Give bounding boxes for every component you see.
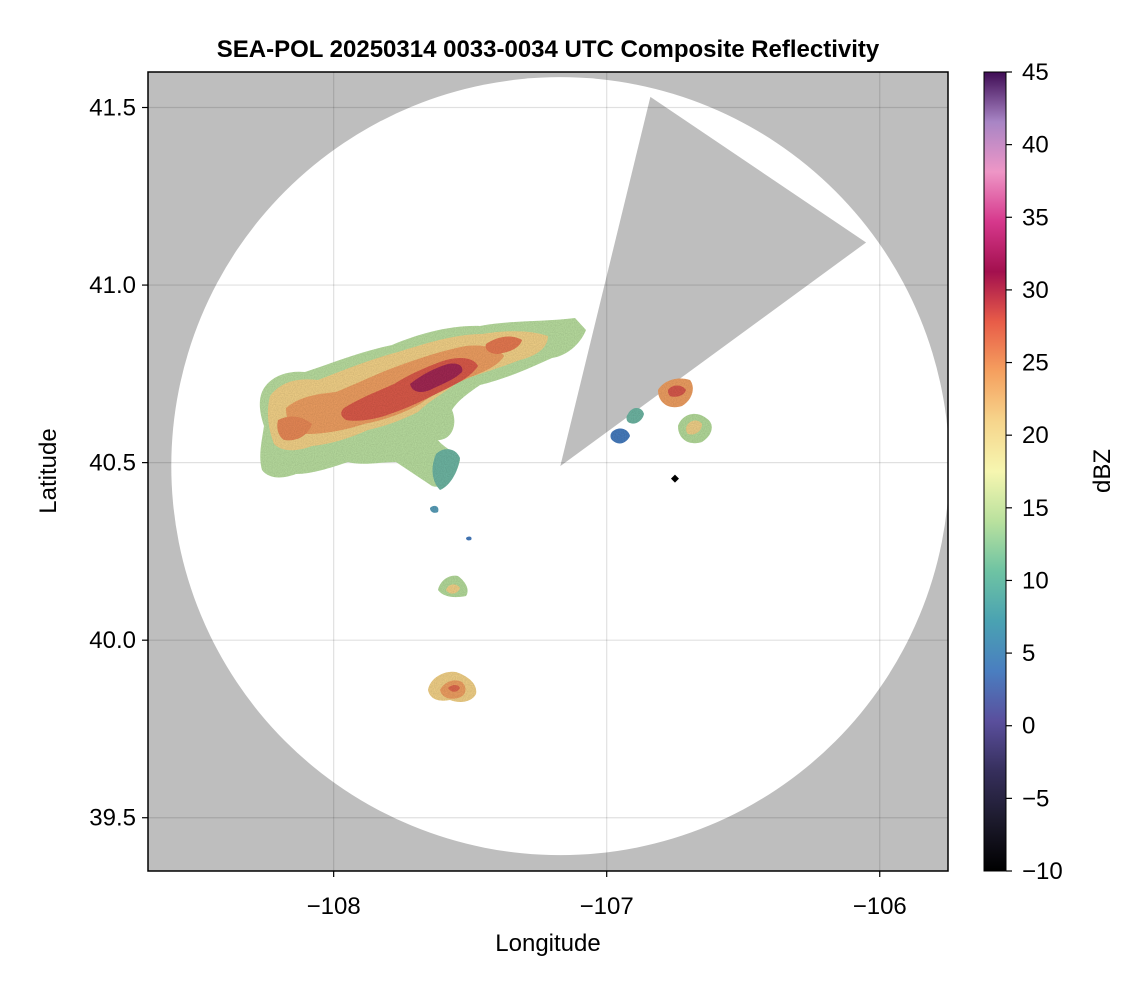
colorbar-tick-label: 0 — [1022, 713, 1035, 740]
y-axis: 39.5 40.0 40.5 41.0 41.5 — [89, 95, 148, 832]
y-axis-label: Latitude — [35, 428, 62, 513]
y-tick-label: 40.5 — [89, 450, 136, 477]
echo-main-band-tail — [432, 449, 460, 490]
x-tick-label: −106 — [853, 893, 907, 920]
echo-speck-a — [430, 505, 439, 513]
echo-northeast-cell-core — [668, 385, 686, 397]
y-tick-label: 41.0 — [89, 272, 136, 299]
blocked-sector — [560, 96, 867, 467]
colorbar-tick-label: 20 — [1022, 422, 1049, 449]
colorbar-tick-label: 25 — [1022, 350, 1049, 377]
x-tick-label: −107 — [580, 893, 634, 920]
colorbar-tick-label: 5 — [1022, 640, 1035, 667]
colorbar-frame — [983, 71, 1007, 872]
grid — [148, 72, 948, 871]
echo-southern-cell-red — [448, 685, 460, 692]
plot-frame — [147, 71, 949, 872]
echo-main-band-peak — [410, 363, 463, 392]
colorbar-gradient — [984, 72, 1006, 871]
y-tick-label: 41.5 — [89, 95, 136, 122]
colorbar-tick-label: −5 — [1022, 785, 1049, 812]
colorbar-tick-label: 15 — [1022, 495, 1049, 522]
echo-small-cell-b — [610, 428, 630, 444]
colorbar-tick-label: −10 — [1022, 858, 1063, 885]
colorbar-tick-label: 35 — [1022, 204, 1049, 231]
echo-small-cell-a — [626, 408, 644, 424]
echo-main-band-east — [485, 336, 522, 354]
colorbar-ticks: −10 −5 0 5 10 15 20 25 30 35 40 45 — [1006, 59, 1063, 885]
echo-eastern-cell-core — [686, 420, 702, 435]
y-tick-label: 40.0 — [89, 627, 136, 654]
echo-speck-b — [466, 536, 472, 541]
colorbar-tick-label: 40 — [1022, 132, 1049, 159]
reflectivity-echoes — [259, 318, 712, 702]
x-axis-label: Longitude — [495, 930, 600, 957]
colorbar-tick-label: 30 — [1022, 277, 1049, 304]
colorbar: −10 −5 0 5 10 15 20 25 30 35 40 45 dBZ — [983, 59, 1116, 885]
echo-central-cell-core — [446, 584, 460, 594]
location-marker — [670, 474, 679, 483]
marker-group — [670, 474, 679, 483]
x-axis: −108 −107 −106 — [307, 871, 907, 920]
colorbar-tick-label: 10 — [1022, 567, 1049, 594]
colorbar-label: dBZ — [1089, 449, 1116, 493]
y-tick-label: 39.5 — [89, 805, 136, 832]
colorbar-tick-label: 45 — [1022, 59, 1049, 86]
chart-title: SEA-POL 20250314 0033-0034 UTC Composite… — [217, 36, 880, 63]
x-tick-label: −108 — [307, 893, 361, 920]
echo-main-band-west-core — [277, 416, 312, 441]
map-plot — [148, 72, 948, 871]
